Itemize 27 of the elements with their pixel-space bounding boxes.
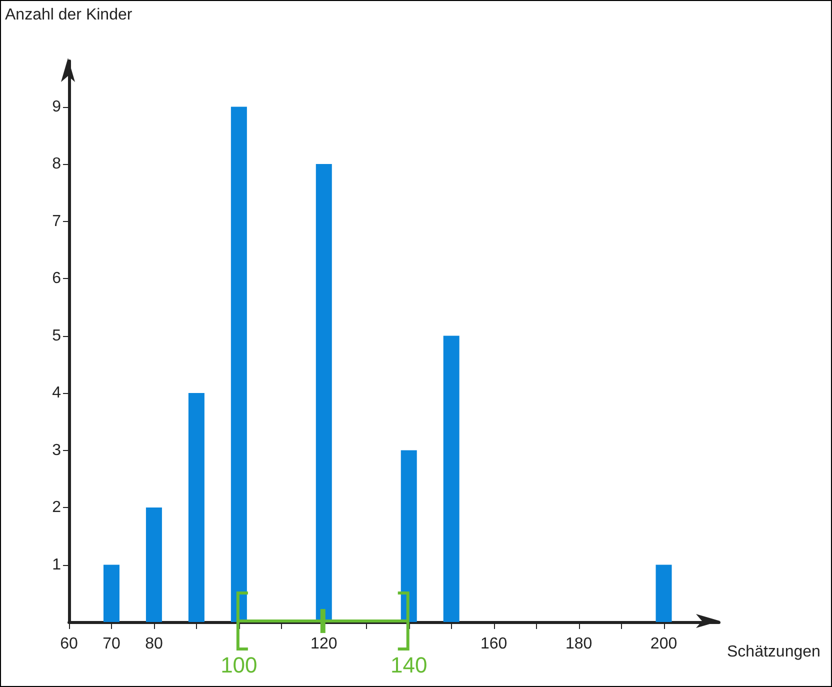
y-tick-label: 7 xyxy=(52,212,62,230)
bar xyxy=(146,508,162,622)
bar xyxy=(656,564,672,622)
x-tick-label: 180 xyxy=(565,636,592,652)
bar xyxy=(230,106,247,622)
y-tick-label: 1 xyxy=(52,556,62,574)
x-tick-label: 70 xyxy=(102,636,120,652)
y-tick-label: 2 xyxy=(52,499,62,516)
x-axis-title: Schätzungen xyxy=(727,644,820,660)
y-tick-label: 9 xyxy=(52,98,62,116)
y-axis-title: Anzahl der Kinder xyxy=(5,6,133,24)
bar xyxy=(103,564,120,622)
x-tick-label: 120 xyxy=(310,636,338,652)
annotation: 100 xyxy=(220,652,258,678)
y-tick-label: 4 xyxy=(52,384,62,402)
annotation: 140 xyxy=(390,652,428,678)
y-tick-label: 8 xyxy=(52,156,62,173)
x-tick-label: 160 xyxy=(480,636,508,652)
y-tick-label: 5 xyxy=(52,327,62,344)
bar xyxy=(400,450,417,622)
x-tick-label: 80 xyxy=(145,636,163,652)
bar xyxy=(443,336,460,622)
y-tick-label: 3 xyxy=(52,442,62,459)
x-tick-label: 60 xyxy=(60,636,78,652)
x-tick-label: 200 xyxy=(650,636,678,652)
y-tick-label: 6 xyxy=(52,270,62,288)
bar xyxy=(188,393,204,622)
